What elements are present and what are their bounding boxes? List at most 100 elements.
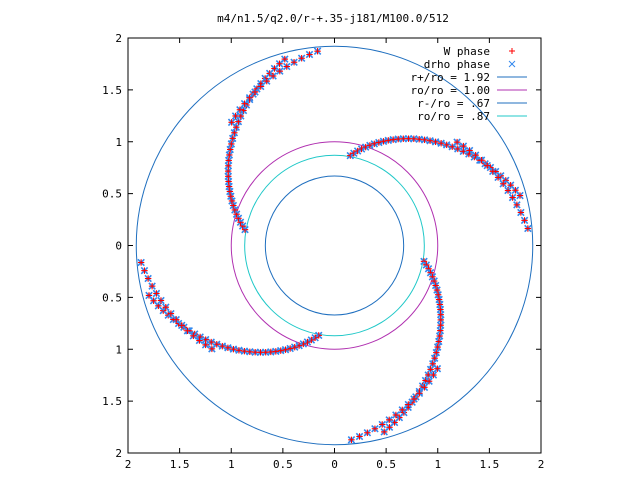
- data-point: [520, 216, 529, 225]
- data-point: [189, 332, 198, 340]
- data-point: [231, 206, 239, 214]
- y-tick-label: 1: [115, 343, 122, 356]
- data-point: [513, 201, 521, 209]
- data-point: [225, 151, 234, 159]
- data-point: [208, 345, 216, 353]
- y-tick-label: 2: [115, 32, 122, 45]
- data-point: [432, 348, 441, 357]
- x-tick-label: 2: [125, 458, 132, 471]
- data-point: [442, 141, 451, 149]
- legend-label: r-/ro = .67: [417, 97, 490, 110]
- data-point: [426, 136, 434, 145]
- axis-ticks: 2 1.5 1 0.5 0 0.5 1 1.5 221.510.500.511.52: [102, 32, 544, 471]
- y-tick-label: 0.5: [102, 291, 122, 304]
- data-point: [195, 336, 204, 345]
- data-point: [483, 161, 492, 170]
- data-point: [162, 303, 170, 311]
- data-point: [262, 77, 271, 85]
- y-tick-label: 0.5: [102, 188, 122, 201]
- data-point: [149, 297, 158, 305]
- data-point: [236, 105, 244, 114]
- data-point: [218, 342, 227, 350]
- data-point: [415, 389, 424, 398]
- data-point: [145, 291, 153, 300]
- data-point: [435, 337, 443, 346]
- data-point: [380, 428, 388, 436]
- data-point: [431, 138, 440, 146]
- data-point: [152, 289, 161, 298]
- data-point: [227, 140, 236, 148]
- reference-circles: [135, 45, 534, 446]
- data-point: [420, 383, 429, 392]
- x-tick-label: 2: [538, 458, 545, 471]
- x-tick-label: 0.5: [273, 458, 293, 471]
- data-point: [499, 180, 507, 188]
- data-point: [347, 436, 356, 444]
- data-point: [371, 424, 379, 433]
- data-point: [465, 146, 474, 155]
- legend-label: ro/ro = .87: [417, 110, 490, 123]
- data-point: [144, 274, 152, 283]
- data-point: [433, 364, 442, 373]
- data-point: [167, 309, 175, 318]
- y-tick-label: 1: [115, 136, 122, 149]
- data-point: [355, 432, 364, 441]
- circle-ro-ro-87: [244, 154, 425, 337]
- data-point: [429, 371, 438, 379]
- legend-label: W phase: [444, 45, 490, 58]
- data-points: [137, 47, 532, 444]
- data-point: [378, 420, 386, 429]
- data-point: [437, 316, 445, 324]
- legend-label: ro/ro = 1.00: [411, 84, 490, 97]
- y-tick-label: 2: [115, 447, 122, 460]
- data-point: [404, 400, 413, 409]
- data-point: [430, 354, 439, 362]
- data-point: [183, 327, 192, 335]
- x-tick-label: 1.5: [170, 458, 190, 471]
- data-point: [305, 50, 314, 59]
- data-point: [283, 62, 291, 71]
- data-point: [137, 258, 145, 267]
- data-point: [516, 191, 524, 200]
- data-point: [385, 416, 393, 424]
- data-point: [228, 134, 237, 143]
- data-point: [224, 344, 232, 352]
- data-point: [524, 224, 532, 233]
- circle-r-ro-67: [264, 175, 405, 316]
- data-point: [281, 55, 289, 63]
- data-point: [148, 282, 156, 290]
- data-point: [398, 406, 407, 414]
- circle-ro-ro-1-00: [230, 141, 439, 350]
- data-point: [517, 208, 525, 217]
- legend-cross-marker-b: [508, 60, 516, 68]
- x-tick-label: 0: [331, 458, 338, 471]
- x-tick-label: 1.5: [479, 458, 499, 471]
- data-point: [251, 88, 259, 96]
- data-point: [297, 54, 306, 62]
- data-point: [410, 395, 418, 403]
- x-tick-label: 1: [228, 458, 235, 471]
- y-tick-label: 0: [115, 240, 122, 253]
- x-tick-label: 1: [434, 458, 441, 471]
- data-point: [256, 82, 265, 91]
- data-point: [177, 321, 186, 330]
- data-point: [477, 156, 486, 164]
- x-tick-label: 0.5: [376, 458, 396, 471]
- data-point: [240, 99, 249, 108]
- data-point: [230, 129, 239, 137]
- data-point: [437, 139, 445, 147]
- data-point: [201, 341, 210, 349]
- y-tick-label: 1.5: [102, 395, 122, 408]
- data-point: [157, 296, 165, 305]
- data-point: [430, 277, 438, 285]
- legend-label: drho phase: [424, 58, 490, 71]
- circle-r-ro-1-92: [135, 45, 534, 446]
- data-point: [245, 93, 254, 102]
- data-point: [231, 112, 240, 120]
- data-point: [392, 411, 400, 419]
- data-point: [425, 377, 433, 386]
- data-point: [226, 145, 234, 154]
- data-point: [453, 138, 461, 146]
